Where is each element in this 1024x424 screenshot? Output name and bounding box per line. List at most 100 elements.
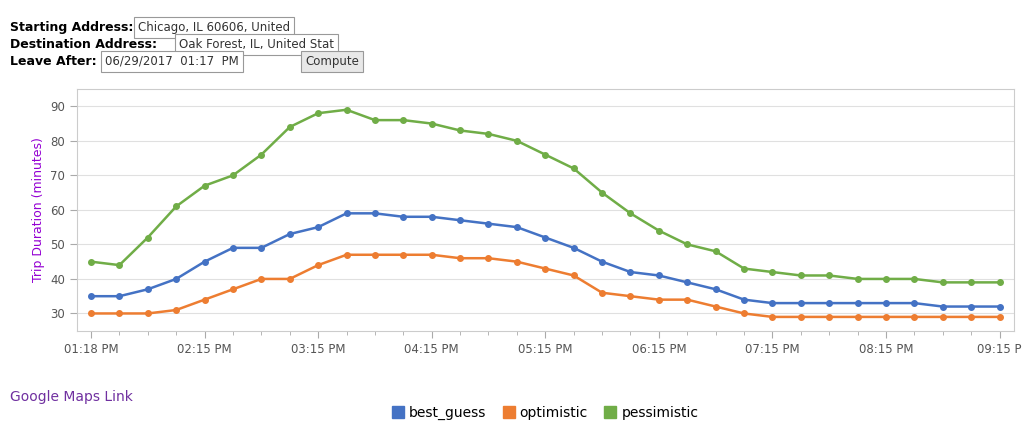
optimistic xyxy=(539,266,551,271)
pessimistic xyxy=(993,280,1006,285)
Y-axis label: Trip Duration (minutes): Trip Duration (minutes) xyxy=(32,137,45,282)
optimistic xyxy=(340,252,352,257)
pessimistic xyxy=(625,211,637,216)
optimistic xyxy=(199,297,211,302)
optimistic xyxy=(710,304,722,309)
best_guess xyxy=(85,294,97,299)
Text: Google Maps Link: Google Maps Link xyxy=(10,390,133,404)
pessimistic xyxy=(880,276,892,282)
best_guess xyxy=(681,280,693,285)
best_guess xyxy=(369,211,381,216)
Text: Leave After:: Leave After: xyxy=(10,55,97,68)
best_guess xyxy=(625,270,637,275)
optimistic xyxy=(227,287,240,292)
optimistic xyxy=(795,314,807,319)
optimistic xyxy=(312,262,325,268)
best_guess xyxy=(170,276,182,282)
best_guess xyxy=(710,287,722,292)
optimistic xyxy=(511,259,523,264)
best_guess xyxy=(227,245,240,251)
optimistic xyxy=(482,256,495,261)
best_guess xyxy=(880,301,892,306)
optimistic xyxy=(852,314,864,319)
best_guess xyxy=(454,218,466,223)
optimistic xyxy=(397,252,410,257)
best_guess xyxy=(823,301,836,306)
optimistic xyxy=(937,314,949,319)
best_guess xyxy=(511,225,523,230)
optimistic xyxy=(426,252,438,257)
pessimistic xyxy=(199,183,211,188)
optimistic xyxy=(993,314,1006,319)
Line: optimistic: optimistic xyxy=(88,252,1002,320)
best_guess xyxy=(255,245,267,251)
Text: 06/29/2017  01:17  PM: 06/29/2017 01:17 PM xyxy=(105,55,240,68)
best_guess xyxy=(738,297,751,302)
optimistic xyxy=(141,311,154,316)
pessimistic xyxy=(908,276,921,282)
pessimistic xyxy=(567,166,580,171)
Legend: best_guess, optimistic, pessimistic: best_guess, optimistic, pessimistic xyxy=(387,400,703,424)
optimistic xyxy=(454,256,466,261)
optimistic xyxy=(170,307,182,312)
best_guess xyxy=(539,235,551,240)
optimistic xyxy=(255,276,267,282)
best_guess xyxy=(284,232,296,237)
pessimistic xyxy=(170,204,182,209)
pessimistic xyxy=(710,249,722,254)
Text: Oak Forest, IL, United Stat: Oak Forest, IL, United Stat xyxy=(179,38,334,51)
pessimistic xyxy=(795,273,807,278)
best_guess xyxy=(965,304,977,309)
best_guess xyxy=(114,294,126,299)
best_guess xyxy=(908,301,921,306)
pessimistic xyxy=(426,121,438,126)
best_guess xyxy=(852,301,864,306)
pessimistic xyxy=(85,259,97,264)
optimistic xyxy=(596,290,608,295)
pessimistic xyxy=(369,117,381,123)
best_guess xyxy=(199,259,211,264)
optimistic xyxy=(85,311,97,316)
Text: Compute: Compute xyxy=(305,55,359,68)
pessimistic xyxy=(766,270,778,275)
optimistic xyxy=(652,297,665,302)
Line: best_guess: best_guess xyxy=(88,211,1002,310)
Text: Chicago, IL 60606, United: Chicago, IL 60606, United xyxy=(138,21,291,34)
optimistic xyxy=(766,314,778,319)
pessimistic xyxy=(255,152,267,157)
optimistic xyxy=(625,294,637,299)
optimistic xyxy=(567,273,580,278)
pessimistic xyxy=(284,125,296,130)
pessimistic xyxy=(596,190,608,195)
optimistic xyxy=(880,314,892,319)
best_guess xyxy=(766,301,778,306)
pessimistic xyxy=(852,276,864,282)
pessimistic xyxy=(823,273,836,278)
pessimistic xyxy=(539,152,551,157)
best_guess xyxy=(426,214,438,219)
pessimistic xyxy=(937,280,949,285)
best_guess xyxy=(795,301,807,306)
pessimistic xyxy=(340,107,352,112)
best_guess xyxy=(312,225,325,230)
best_guess xyxy=(993,304,1006,309)
optimistic xyxy=(965,314,977,319)
pessimistic xyxy=(454,128,466,133)
pessimistic xyxy=(227,173,240,178)
pessimistic xyxy=(511,138,523,143)
optimistic xyxy=(284,276,296,282)
pessimistic xyxy=(397,117,410,123)
pessimistic xyxy=(141,235,154,240)
Text: Destination Address:: Destination Address: xyxy=(10,38,158,51)
pessimistic xyxy=(681,242,693,247)
Text: Starting Address:: Starting Address: xyxy=(10,21,133,34)
optimistic xyxy=(681,297,693,302)
optimistic xyxy=(823,314,836,319)
pessimistic xyxy=(114,262,126,268)
pessimistic xyxy=(965,280,977,285)
pessimistic xyxy=(738,266,751,271)
best_guess xyxy=(596,259,608,264)
pessimistic xyxy=(312,111,325,116)
best_guess xyxy=(652,273,665,278)
best_guess xyxy=(482,221,495,226)
